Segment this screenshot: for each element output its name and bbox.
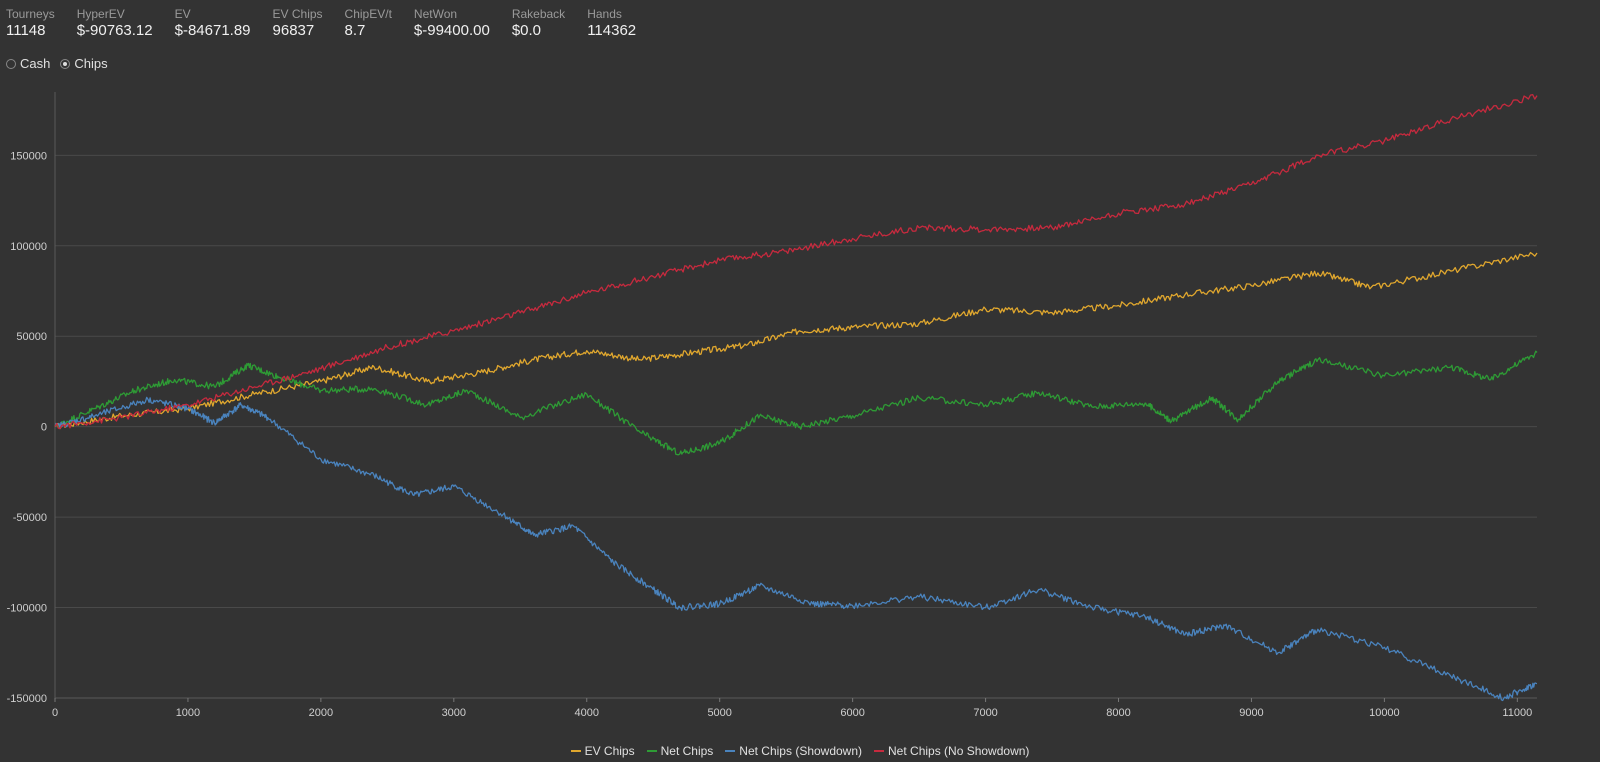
stat-label: Hands — [587, 7, 622, 21]
stat-label: Rakeback — [511, 7, 566, 21]
legend-swatch-icon — [570, 750, 581, 752]
legend-label: Net Chips (Showdown) — [739, 744, 863, 758]
legend-item-net-chips-showdown[interactable]: Net Chips (Showdown) — [725, 744, 862, 758]
x-tick-label: 3000 — [442, 707, 466, 719]
stats-bar: Tourneys 11148 HyperEV $-90763.12 EV $-8… — [6, 6, 658, 40]
radio-chips[interactable]: Chips — [60, 56, 108, 71]
stat-label: EV Chips — [272, 7, 323, 21]
y-tick-label: 0 — [41, 422, 47, 434]
series-line-net-chips-showdown — [54, 396, 1537, 702]
stat-value: $-84671.89 — [174, 22, 251, 39]
radio-unchecked-icon — [6, 58, 16, 69]
stat-hyperev: HyperEV $-90763.12 — [77, 6, 153, 40]
legend-swatch-icon — [646, 750, 657, 752]
x-tick-label: 6000 — [840, 707, 864, 719]
stat-hands: Hands 114362 — [587, 6, 636, 40]
stat-value: $-99400.00 — [413, 22, 490, 39]
stat-value: 8.7 — [344, 22, 366, 39]
stat-ev: EV $-84671.89 — [175, 6, 251, 40]
radio-cash[interactable]: Cash — [6, 56, 50, 71]
x-tick-label: 11000 — [1502, 707, 1532, 719]
y-tick-label: 100000 — [10, 241, 47, 253]
chart-legend: EV Chips Net Chips Net Chips (Showdown) … — [0, 744, 1600, 758]
stat-chipev-per-t: ChipEV/t 8.7 — [345, 6, 392, 40]
x-tick-label: 8000 — [1106, 707, 1130, 719]
x-tick-label: 10000 — [1369, 707, 1400, 719]
series-line-net-chips — [54, 350, 1538, 456]
radio-label: Cash — [20, 56, 51, 71]
stat-value: 11148 — [6, 22, 46, 39]
stat-label: NetWon — [413, 7, 458, 21]
legend-item-ev-chips[interactable]: EV Chips — [570, 744, 635, 758]
legend-item-net-chips[interactable]: Net Chips — [646, 744, 714, 758]
stat-value: $0.0 — [511, 22, 542, 39]
x-tick-label: 4000 — [575, 707, 599, 719]
stat-value: 96837 — [272, 22, 315, 39]
series-line-ev-chips — [54, 251, 1538, 430]
y-tick-label: 150000 — [10, 150, 47, 162]
x-tick-label: 5000 — [707, 707, 731, 719]
x-tick-label: 7000 — [973, 707, 997, 719]
x-tick-label: 2000 — [309, 707, 333, 719]
stat-label: Tourneys — [6, 7, 55, 21]
series-line-net-chips-no-showdown — [54, 93, 1538, 430]
legend-swatch-icon — [725, 750, 736, 752]
y-tick-label: -100000 — [7, 603, 47, 615]
stat-tourneys: Tourneys 11148 — [6, 6, 55, 40]
stat-value: $-90763.12 — [76, 22, 153, 39]
x-tick-label: 0 — [52, 707, 58, 719]
y-tick-label: -150000 — [7, 693, 47, 705]
stat-label: ChipEV/t — [344, 7, 392, 21]
legend-swatch-icon — [874, 750, 885, 752]
chips-graph: -150000 -100000 -50000 0 50000 100000 150000 0 1… — [7, 92, 1538, 719]
x-tick-label: 1000 — [176, 707, 200, 719]
stat-netwon: NetWon $-99400.00 — [414, 6, 490, 40]
stat-rakeback: Rakeback $0.0 — [512, 6, 565, 40]
legend-label: EV Chips — [584, 744, 635, 758]
mode-toggle: Cash Chips — [6, 56, 118, 71]
radio-checked-icon — [60, 58, 71, 69]
stat-ev-chips: EV Chips 96837 — [273, 6, 323, 40]
radio-label: Chips — [74, 56, 108, 71]
stat-label: EV — [174, 7, 191, 21]
legend-item-net-chips-no-showdown[interactable]: Net Chips (No Showdown) — [874, 744, 1029, 758]
y-tick-label: -50000 — [13, 512, 47, 524]
legend-label: Net Chips (No Showdown) — [888, 744, 1030, 758]
stat-value: 114362 — [587, 22, 637, 39]
stat-label: HyperEV — [76, 7, 125, 21]
legend-label: Net Chips — [660, 744, 714, 758]
y-tick-label: 50000 — [16, 331, 47, 343]
x-tick-label: 9000 — [1239, 707, 1263, 719]
